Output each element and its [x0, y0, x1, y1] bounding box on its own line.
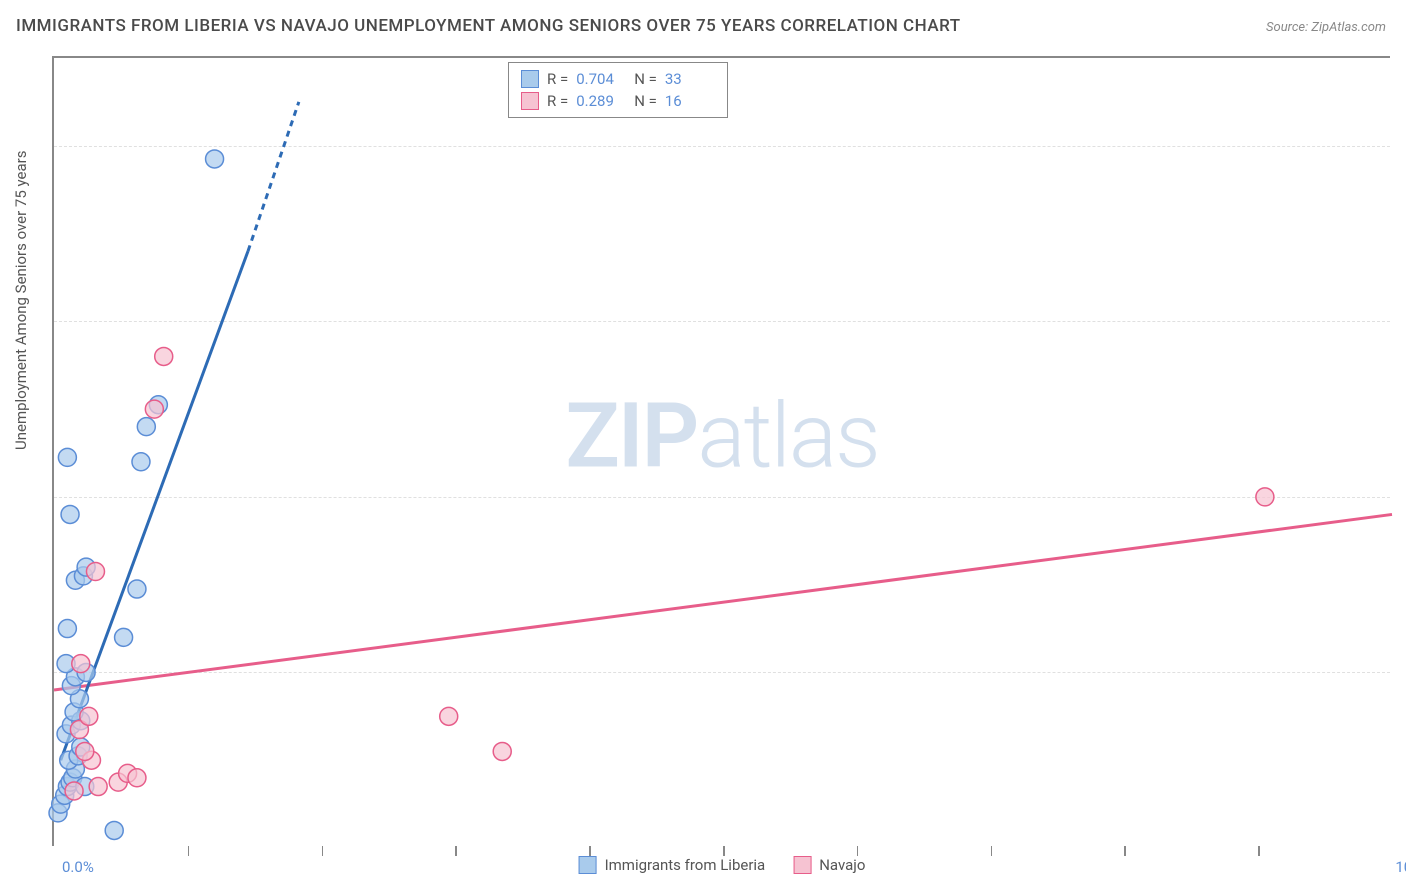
y-axis-label: Unemployment Among Seniors over 75 years [12, 151, 30, 450]
scatter-chart: ZIPatlas 20.0%40.0%60.0%80.0% R = 0.704 … [52, 56, 1390, 846]
legend-swatch-liberia [521, 70, 539, 88]
r-value: 0.289 [576, 90, 626, 112]
page-title: IMMIGRANTS FROM LIBERIA VS NAVAJO UNEMPL… [16, 16, 961, 36]
legend-swatch-liberia [579, 856, 597, 874]
n-label: N = [634, 68, 657, 90]
n-label: N = [634, 90, 657, 112]
legend-item-navajo: Navajo [793, 856, 865, 874]
x-axis-max-label: 100.0% [1395, 858, 1406, 876]
legend-item-liberia: Immigrants from Liberia [579, 856, 766, 874]
r-label: R = [547, 90, 568, 112]
x-axis-min-label: 0.0% [62, 858, 94, 876]
legend-swatch-navajo [521, 92, 539, 110]
legend-label: Navajo [819, 856, 865, 874]
legend-swatch-navajo [793, 856, 811, 874]
correlation-legend: R = 0.704 N = 33 R = 0.289 N = 16 [508, 62, 728, 118]
n-value: 33 [665, 68, 715, 90]
r-label: R = [547, 68, 568, 90]
r-value: 0.704 [576, 68, 626, 90]
source-attribution: Source: ZipAtlas.com [1266, 20, 1386, 35]
legend-row-navajo: R = 0.289 N = 16 [521, 90, 715, 112]
n-value: 16 [665, 90, 715, 112]
legend-label: Immigrants from Liberia [605, 856, 766, 874]
legend-row-liberia: R = 0.704 N = 33 [521, 68, 715, 90]
series-legend: Immigrants from Liberia Navajo [579, 856, 866, 874]
plot-svg [54, 58, 1392, 848]
